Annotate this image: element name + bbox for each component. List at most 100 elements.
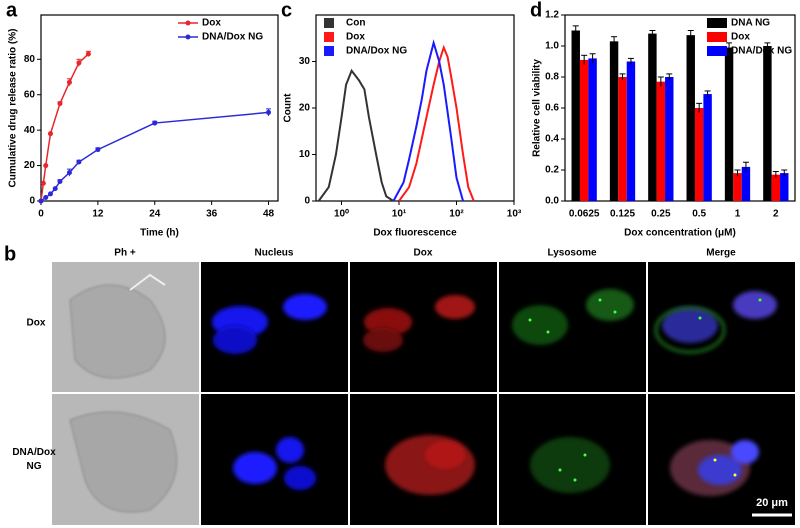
x-tick-label: 0.125 (610, 209, 635, 220)
legend-swatch (707, 46, 727, 56)
series-line (40, 53, 89, 202)
lysosome-dots (528, 298, 762, 482)
y-tick-label: 1.2 (545, 10, 559, 21)
x-axis-title: Time (h) (140, 228, 179, 239)
plot-frame (40, 14, 279, 202)
point (38, 198, 44, 204)
column-header: Dox (414, 248, 433, 259)
y-tick-label: 10 (299, 149, 311, 160)
x-tick-label: 0 (38, 209, 44, 220)
x-axis-title: Dox concentration (μM) (624, 228, 736, 239)
y-tick-label: 60 (24, 89, 36, 100)
column-header: Lysosome (547, 248, 597, 259)
bar (733, 173, 742, 201)
micrograph-row-1 (52, 262, 795, 392)
scale-bar-label: 20 μm (756, 497, 788, 509)
legend-label: DNA/Dox NG (731, 46, 792, 57)
legend-label: DNA/Dox NG (346, 46, 407, 57)
y-tick-label: 0.4 (545, 134, 559, 145)
point (43, 163, 49, 169)
bar (686, 35, 695, 202)
x-tick-label: 10⁰ (334, 209, 349, 220)
legend-swatch (324, 46, 334, 56)
y-tick-label: 20 (24, 160, 36, 171)
y-axis-title: Cumulative drug release ratio (%) (8, 29, 19, 188)
panel-label: d (530, 0, 542, 21)
column-header: Ph + (114, 248, 136, 259)
plot-frame (564, 14, 796, 202)
x-tick-label: 0.25 (651, 209, 671, 220)
series-line (398, 44, 475, 202)
bar (571, 30, 580, 201)
panel-label: a (6, 0, 18, 21)
y-tick-label: 40 (24, 125, 36, 136)
y-tick-label: 80 (24, 54, 36, 65)
point (66, 79, 72, 85)
x-tick-label: 2 (773, 209, 779, 220)
y-axis-title: Relative cell viability (532, 59, 543, 157)
point (57, 101, 63, 107)
bar (626, 61, 636, 201)
point (95, 147, 101, 153)
point (66, 170, 72, 176)
x-axis-title: Dox fluorescence (373, 228, 457, 239)
legend-swatch (707, 32, 727, 42)
bar (656, 81, 666, 201)
column-header: Nucleus (255, 248, 294, 259)
panel-label: b (4, 243, 16, 265)
plot-frame (315, 14, 515, 202)
series-line (317, 68, 394, 202)
bar (780, 173, 789, 201)
micrograph-row-2: 20 μm (52, 394, 795, 525)
legend-swatch (707, 18, 727, 28)
legend-label: Dox (731, 32, 750, 43)
x-tick-label: 10³ (507, 209, 522, 220)
legend-label: DNA/Dox NG (202, 32, 263, 43)
point (47, 131, 53, 137)
series-line (40, 111, 269, 202)
point (76, 159, 82, 165)
x-tick-label: 36 (206, 209, 218, 220)
bar (763, 46, 772, 201)
point (52, 186, 58, 192)
series-line (392, 39, 465, 202)
point (85, 51, 91, 57)
bar (771, 174, 781, 201)
bar (588, 58, 597, 202)
bar (579, 59, 589, 202)
y-tick-label: 1.0 (545, 41, 559, 52)
legend-swatch (185, 20, 191, 26)
row-label: Dox (27, 318, 46, 329)
point (152, 120, 158, 126)
y-tick-label: 0 (304, 196, 310, 207)
y-tick-label: 20 (299, 103, 311, 114)
y-tick-label: 0.6 (545, 103, 559, 114)
bar (665, 77, 674, 201)
point (57, 179, 63, 185)
y-axis-title: Count (283, 93, 294, 123)
legend-label: Con (346, 18, 365, 29)
bar (618, 77, 627, 201)
legend-swatch (324, 32, 334, 42)
point (43, 194, 49, 200)
x-tick-label: 12 (92, 209, 104, 220)
bar (741, 166, 751, 201)
y-tick-label: 30 (299, 56, 311, 67)
x-tick-label: 0.0625 (569, 209, 600, 220)
x-tick-label: 10¹ (392, 209, 407, 220)
legend-label: DNA NG (731, 18, 770, 29)
y-tick-label: 0.0 (545, 196, 559, 207)
x-tick-label: 0.5 (692, 209, 706, 220)
bar (724, 47, 734, 201)
y-tick-label: 0.8 (545, 72, 559, 83)
y-tick-label: 0.2 (545, 165, 559, 176)
bar (694, 108, 704, 201)
point (76, 60, 82, 66)
bar (648, 33, 657, 201)
bar (703, 94, 712, 201)
panel-label: c (281, 0, 292, 21)
legend-label: Dox (346, 32, 365, 43)
bar (609, 41, 619, 201)
